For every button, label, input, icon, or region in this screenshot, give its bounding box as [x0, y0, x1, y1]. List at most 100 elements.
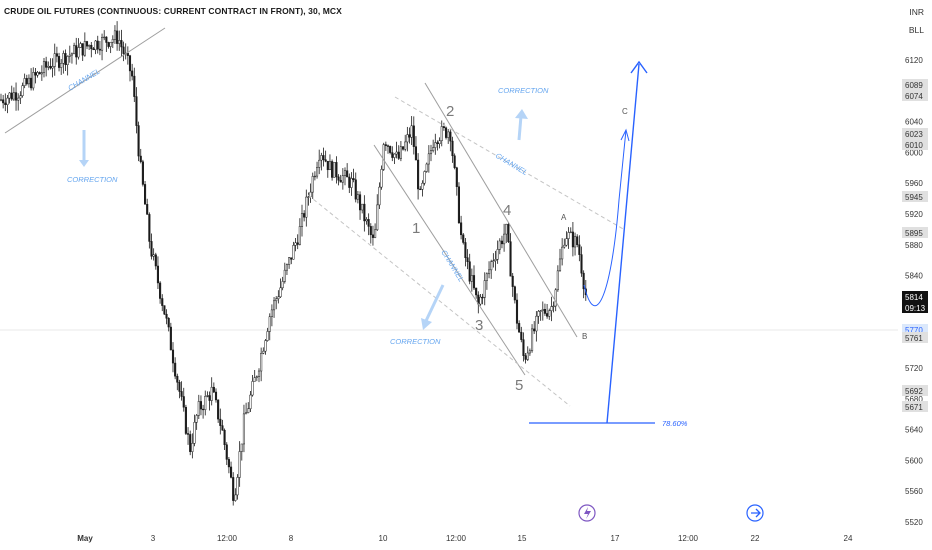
price-tag[interactable]: 5895: [902, 227, 928, 238]
candle-body: [131, 70, 134, 77]
candle-body: [199, 401, 202, 410]
projection-arrow-line[interactable]: [606, 63, 640, 424]
price-tag[interactable]: 5671: [902, 401, 928, 412]
candle: [21, 82, 24, 98]
candle-body: [36, 72, 39, 76]
candle-body: [260, 353, 263, 372]
candle-body: [96, 40, 99, 50]
price-tag[interactable]: 5945: [902, 191, 928, 202]
candle-body: [94, 40, 97, 51]
candle-body: [105, 36, 108, 43]
candle: [290, 257, 293, 265]
currency-label[interactable]: INR: [909, 7, 924, 17]
correction-arrowhead-2: [515, 109, 528, 119]
price-tag[interactable]: 6010: [902, 139, 928, 150]
candle-body: [88, 44, 91, 47]
candle: [509, 233, 512, 277]
candle: [51, 58, 54, 78]
channel-line-dashed-upper[interactable]: [394, 96, 626, 231]
y-tick-label: 5520: [905, 518, 923, 527]
candle: [445, 126, 448, 140]
candle-body: [174, 362, 177, 377]
candle-body: [223, 429, 226, 445]
candle-body: [212, 386, 215, 393]
candle-body: [505, 223, 508, 235]
candle: [107, 41, 110, 49]
candle-body: [543, 309, 547, 314]
candle: [539, 310, 542, 321]
candle: [378, 182, 381, 209]
candle-body: [365, 219, 368, 222]
candle-body: [257, 370, 261, 377]
candle-body: [217, 399, 220, 420]
candle-body: [187, 433, 190, 435]
candle-body: [79, 43, 82, 48]
candle-body: [316, 167, 319, 177]
price-tag-value: 6089: [905, 81, 923, 90]
arrow-right-icon: [751, 508, 761, 518]
channel-line-solid-1[interactable]: [424, 82, 578, 338]
price-tag[interactable]: 6023: [902, 128, 928, 139]
candle: [128, 54, 132, 82]
candle: [109, 41, 112, 54]
price-tag[interactable]: 6089: [902, 79, 928, 90]
candle-body: [522, 339, 525, 356]
candle: [116, 21, 119, 51]
candle: [234, 488, 237, 502]
candle: [483, 272, 486, 306]
candle-body: [464, 242, 467, 258]
price-tag-value: 5895: [905, 229, 923, 238]
candle-body: [395, 151, 398, 155]
price-tag[interactable]: 5761: [902, 332, 928, 343]
correction-label-1: CORRECTION: [67, 175, 118, 184]
candle: [283, 262, 286, 284]
candle: [150, 233, 153, 260]
candle-body: [146, 204, 149, 215]
candle-body: [156, 265, 159, 284]
candle-body: [154, 254, 157, 267]
candle: [101, 33, 104, 61]
x-tick-label: 12:00: [678, 534, 699, 543]
candle: [419, 186, 422, 191]
candle-body: [455, 167, 458, 187]
candle: [77, 38, 80, 60]
candle: [429, 144, 433, 162]
price-tag[interactable]: 5692: [902, 385, 928, 396]
candle: [322, 147, 325, 167]
candle: [352, 168, 355, 183]
candle-body: [55, 53, 58, 57]
candle: [578, 235, 581, 262]
candle-body: [346, 170, 349, 178]
candle: [232, 472, 235, 506]
candle: [313, 171, 316, 181]
candle: [176, 373, 179, 391]
price-tag[interactable]: 5770: [902, 324, 928, 335]
channel-label-2: CHANNEL: [494, 151, 529, 177]
candle: [511, 273, 514, 297]
channel-line-solid-2[interactable]: [373, 144, 526, 376]
candle-body: [101, 36, 104, 51]
candle-body: [66, 56, 69, 65]
unit-label[interactable]: BLL: [908, 25, 924, 35]
channel-label-3: CHANNEL: [439, 248, 466, 283]
price-tag[interactable]: 5814 09:13: [902, 291, 928, 313]
projection-curve-c[interactable]: [583, 129, 627, 307]
price-tag-bg: [902, 191, 928, 202]
channel-line-upper-left[interactable]: [4, 27, 166, 134]
candle: [227, 457, 230, 474]
channel-line-dashed-lower[interactable]: [307, 194, 571, 407]
candle-body: [391, 152, 394, 158]
candle-body: [77, 47, 80, 58]
candle: [309, 183, 312, 203]
candle: [535, 311, 538, 342]
price-tag[interactable]: 6074: [902, 90, 928, 101]
candle-body: [245, 412, 248, 415]
candle-body: [462, 234, 465, 243]
candle: [335, 156, 338, 184]
candle: [47, 61, 50, 71]
candle: [219, 408, 222, 435]
candle: [472, 265, 476, 290]
candle-body: [270, 309, 273, 317]
